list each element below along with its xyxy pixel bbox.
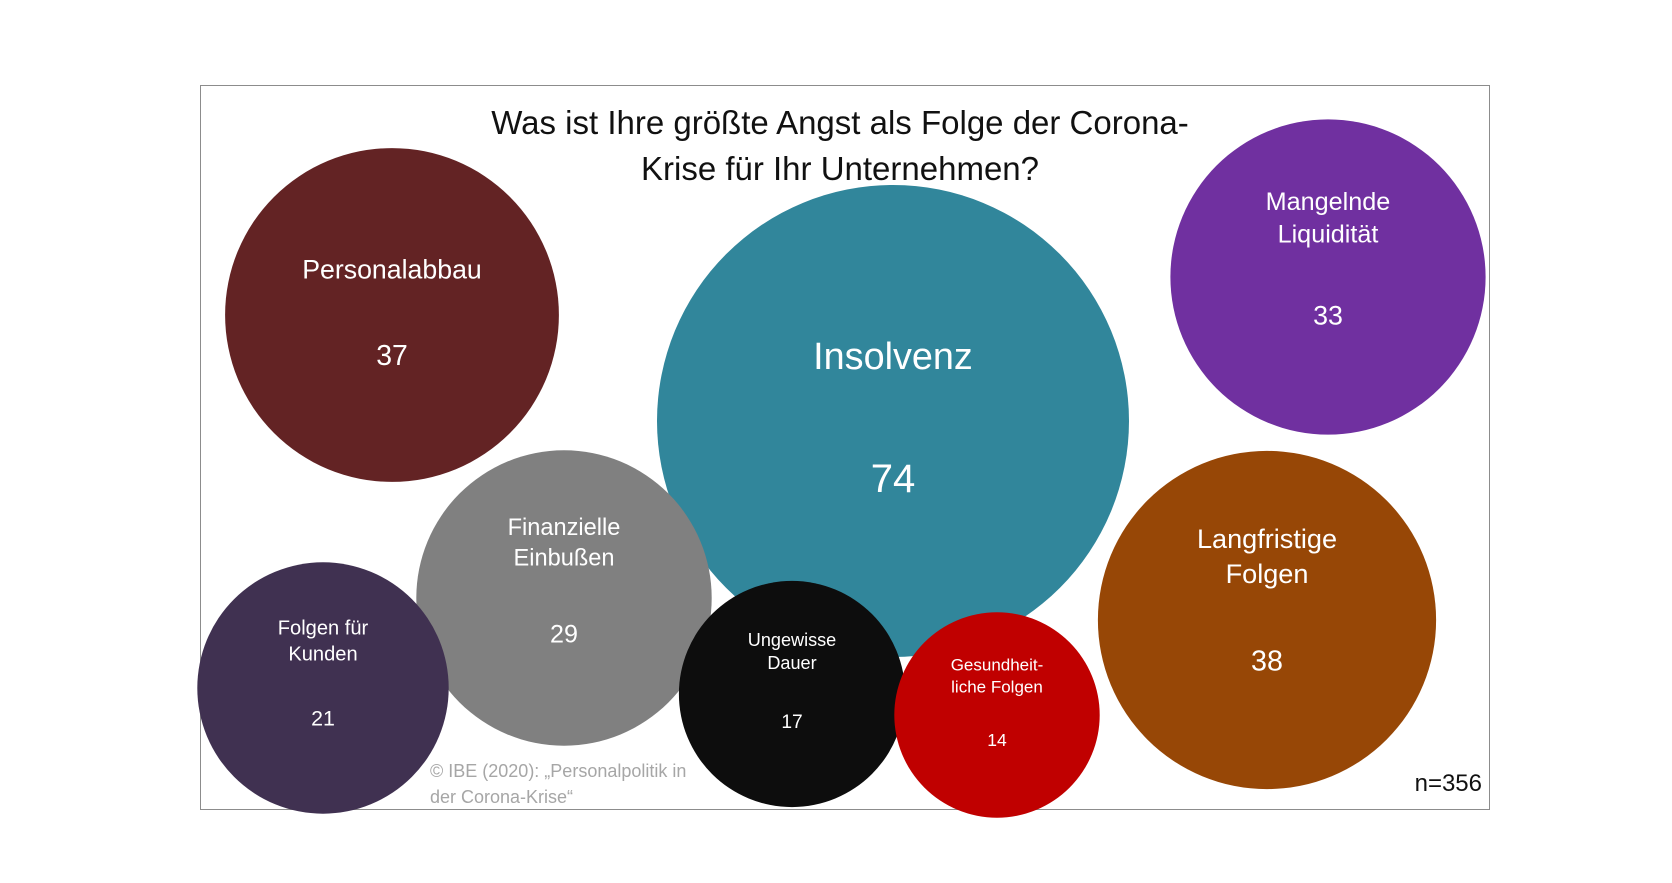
bubble-value: 14 bbox=[987, 730, 1007, 750]
bubble-circle bbox=[678, 580, 906, 808]
bubble-label: Mangelnde bbox=[1266, 188, 1391, 216]
bubble-4: Folgen für Kunden 21 bbox=[197, 562, 449, 814]
title-line-2: Krise für Ihr Unternehmen? bbox=[640, 150, 1039, 187]
bubble-value: 17 bbox=[781, 712, 802, 733]
bubble-label: Gesundheit- bbox=[951, 656, 1044, 675]
bubble-label: Personalabbau bbox=[302, 254, 482, 284]
bubble-label: Folgen für bbox=[278, 618, 369, 640]
title-line-1: Was ist Ihre größte Angst als Folge der … bbox=[491, 104, 1189, 141]
bubble-value: 21 bbox=[311, 707, 335, 731]
bubble-0: Personalabbau 37 bbox=[225, 148, 559, 482]
sample-size-label: n=356 bbox=[1414, 770, 1482, 797]
bubble-label: Einbußen bbox=[514, 546, 615, 572]
bubble-value: 74 bbox=[871, 457, 916, 501]
bubble-label: Kunden bbox=[288, 643, 357, 665]
chart-title: Was ist Ihre größte Angst als Folge der … bbox=[480, 100, 1200, 192]
bubble-3: Finanzielle Einbußen 29 bbox=[416, 450, 712, 746]
bubble-label: Liquidität bbox=[1278, 220, 1379, 248]
bubble-label: Finanzielle bbox=[508, 515, 621, 541]
bubble-5: Ungewisse Dauer 17 bbox=[678, 580, 906, 808]
bubble-value: 33 bbox=[1313, 300, 1343, 330]
bubble-circle bbox=[894, 612, 1100, 818]
bubble-1: Insolvenz 74 bbox=[657, 185, 1129, 657]
bubble-label: Ungewisse bbox=[748, 630, 837, 650]
bubble-circle bbox=[416, 450, 712, 746]
source-line-2: der Corona-Krise“ bbox=[430, 787, 574, 807]
bubble-label: Insolvenz bbox=[813, 336, 973, 378]
bubble-2: Mangelnde Liquidität 33 bbox=[1170, 119, 1486, 435]
bubble-value: 38 bbox=[1251, 646, 1283, 678]
bubble-circle bbox=[1170, 119, 1486, 435]
bubble-label: Dauer bbox=[767, 653, 816, 673]
source-line-1: © IBE (2020): „Personalpolitik in bbox=[430, 761, 687, 781]
bubble-value: 29 bbox=[550, 620, 578, 648]
bubble-circle bbox=[197, 562, 449, 814]
bubble-7: Langfristige Folgen 38 bbox=[1097, 450, 1437, 790]
bubble-label: Folgen bbox=[1226, 558, 1309, 589]
bubble-circle bbox=[1097, 450, 1437, 790]
bubble-label: Langfristige bbox=[1197, 523, 1337, 554]
bubble-circle bbox=[657, 185, 1129, 657]
bubble-label: liche Folgen bbox=[951, 677, 1043, 696]
bubble-value: 37 bbox=[376, 340, 408, 372]
bubble-circle bbox=[225, 148, 559, 482]
bubble-6: Gesundheit-liche Folgen 14 bbox=[894, 612, 1100, 818]
source-note: © IBE (2020): „Personalpolitik in der Co… bbox=[430, 758, 730, 810]
